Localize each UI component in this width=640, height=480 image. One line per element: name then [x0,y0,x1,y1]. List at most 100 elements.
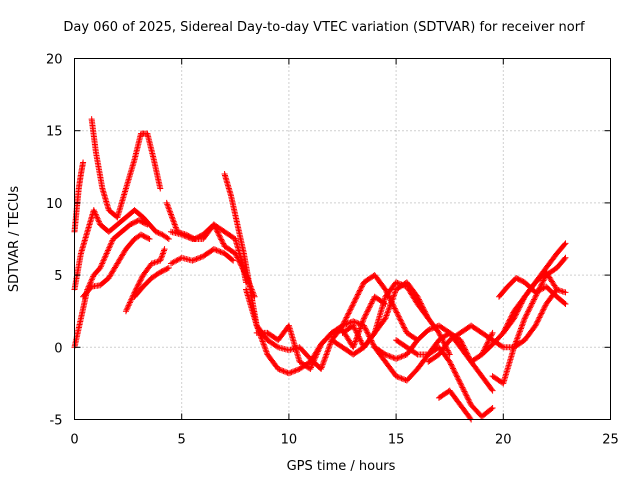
data-marker [466,397,473,404]
data-marker [325,347,332,354]
data-marker [108,240,115,247]
data-marker [369,340,376,347]
data-marker [502,325,509,332]
data-marker [323,351,330,358]
data-point [90,207,97,214]
data-marker [346,319,353,326]
data-marker [91,208,98,215]
data-marker [102,253,109,260]
data-marker [537,313,544,320]
data-marker [517,325,524,332]
data-marker [154,229,161,236]
data-marker [157,256,164,263]
data-point [489,404,496,411]
data-marker [93,212,100,219]
data-marker [523,312,530,319]
grid [74,58,611,420]
data-marker [345,310,352,317]
data-point [500,329,507,336]
data-marker [350,299,357,306]
data-marker [415,295,422,302]
data-marker [357,325,364,332]
data-point [382,351,389,358]
data-marker [87,279,94,286]
data-marker [446,350,453,357]
data-marker [313,352,320,359]
data-marker [389,296,396,303]
data-marker [193,256,200,263]
data-marker [343,321,350,328]
data-marker [459,384,466,391]
data-point [210,246,217,253]
data-marker [169,259,176,266]
data-marker [456,379,463,386]
y-tick-label: 20 [46,53,63,68]
data-marker [164,202,171,209]
data-marker [391,305,398,312]
data-marker [488,331,495,338]
data-marker [356,287,363,294]
data-marker [445,348,452,355]
data-marker [394,355,401,362]
data-marker [353,329,360,336]
data-marker [259,337,266,344]
data-marker [507,314,514,321]
data-marker [127,298,134,305]
data-marker [316,345,323,352]
data-marker [452,369,459,376]
data-point [165,264,172,271]
data-marker [213,247,220,254]
data-marker [358,283,365,290]
data-marker [397,374,404,381]
data-marker [217,248,224,255]
data-marker [262,345,269,352]
data-marker [354,332,361,339]
data-marker [322,352,329,359]
data-marker [190,257,197,264]
data-marker [326,342,333,349]
data-marker [533,288,540,295]
data-point [393,355,400,362]
data-marker [529,299,536,306]
data-marker [539,307,546,314]
data-marker [262,347,269,354]
data-marker [356,334,363,341]
data-marker [364,330,371,337]
data-point [393,308,400,315]
data-marker [458,381,465,388]
data-marker [426,326,433,333]
data-marker [103,251,110,258]
data-marker [527,304,534,311]
data-marker [395,312,402,319]
data-marker [464,393,471,400]
data-marker [172,223,179,230]
data-marker [159,250,166,257]
data-marker [392,289,399,296]
data-marker [170,259,177,266]
data-marker [360,316,367,323]
data-marker [363,328,370,335]
data-marker [395,354,402,361]
data-marker [390,293,397,300]
chart-title: Day 060 of 2025, Sidereal Day-to-day VTE… [63,20,585,35]
data-marker [388,299,395,306]
x-tick-label: 15 [388,433,405,448]
data-marker [534,318,541,325]
data-marker [401,352,408,359]
data-marker [509,312,516,319]
data-marker [393,309,400,316]
data-marker [273,343,280,350]
data-marker [427,325,434,332]
data-marker [383,312,390,319]
data-marker [218,237,225,244]
data-marker [327,341,334,348]
data-marker [351,318,358,325]
data-point [457,380,464,387]
data-marker [533,321,540,328]
data-marker [104,247,111,254]
data-marker [455,376,462,383]
data-marker [100,257,107,264]
data-point [532,289,539,296]
data-point [425,315,432,322]
